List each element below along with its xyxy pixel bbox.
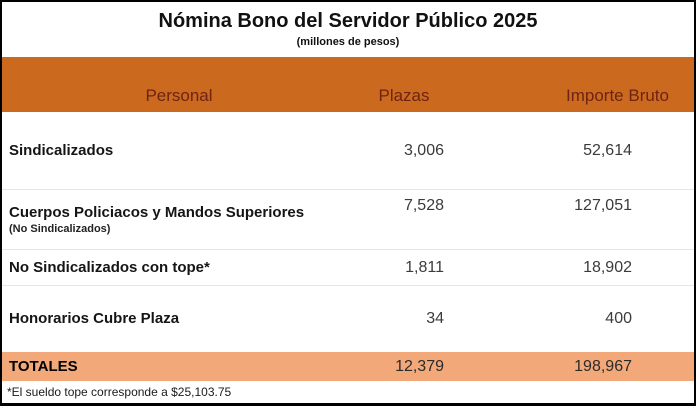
row-label: Honorarios Cubre Plaza bbox=[9, 310, 180, 327]
column-header-importe-bruto: Importe Bruto bbox=[566, 86, 669, 105]
totals-plazas-value: 12,379 bbox=[395, 357, 444, 375]
row-importe-value: 18,902 bbox=[583, 258, 632, 276]
totals-importe-value: 198,967 bbox=[574, 357, 632, 375]
totals-label: TOTALES bbox=[9, 358, 78, 375]
row-importe-value: 127,051 bbox=[574, 197, 632, 214]
title-block: Nómina Bono del Servidor Público 2025 (m… bbox=[2, 2, 694, 57]
column-header-plazas: Plazas bbox=[378, 86, 430, 105]
table-row: Cuerpos Policiacos y Mandos Superiores (… bbox=[2, 189, 694, 249]
row-plazas-value: 34 bbox=[426, 310, 444, 327]
table-row: No Sindicalizados con tope* 1,811 18,902 bbox=[2, 249, 694, 285]
table-row: Sindicalizados 3,006 52,614 bbox=[2, 112, 694, 189]
page-title: Nómina Bono del Servidor Público 2025 bbox=[158, 10, 538, 32]
column-header-personal: Personal bbox=[145, 86, 213, 105]
row-plazas-value: 7,528 bbox=[403, 197, 444, 214]
table-header-row: Personal Plazas Importe Bruto bbox=[2, 57, 694, 112]
row-label: No Sindicalizados con tope* bbox=[9, 258, 210, 276]
row-label: Cuerpos Policiacos y Mandos Superiores bbox=[9, 203, 305, 221]
row-label: Sindicalizados bbox=[9, 141, 114, 159]
row-plazas-value: 3,006 bbox=[403, 141, 444, 159]
row-importe-value: 400 bbox=[605, 310, 632, 327]
row-plazas-value: 1,811 bbox=[405, 258, 444, 276]
page-subtitle: (millones de pesos) bbox=[296, 36, 400, 48]
table-row: Honorarios Cubre Plaza 34 400 bbox=[2, 285, 694, 352]
footnote: *El sueldo tope corresponde a $25,103.75 bbox=[7, 385, 232, 399]
row-sublabel: (No Sindicalizados) bbox=[9, 222, 111, 235]
totals-row: TOTALES 12,379 198,967 bbox=[2, 352, 694, 381]
row-importe-value: 52,614 bbox=[583, 141, 632, 159]
